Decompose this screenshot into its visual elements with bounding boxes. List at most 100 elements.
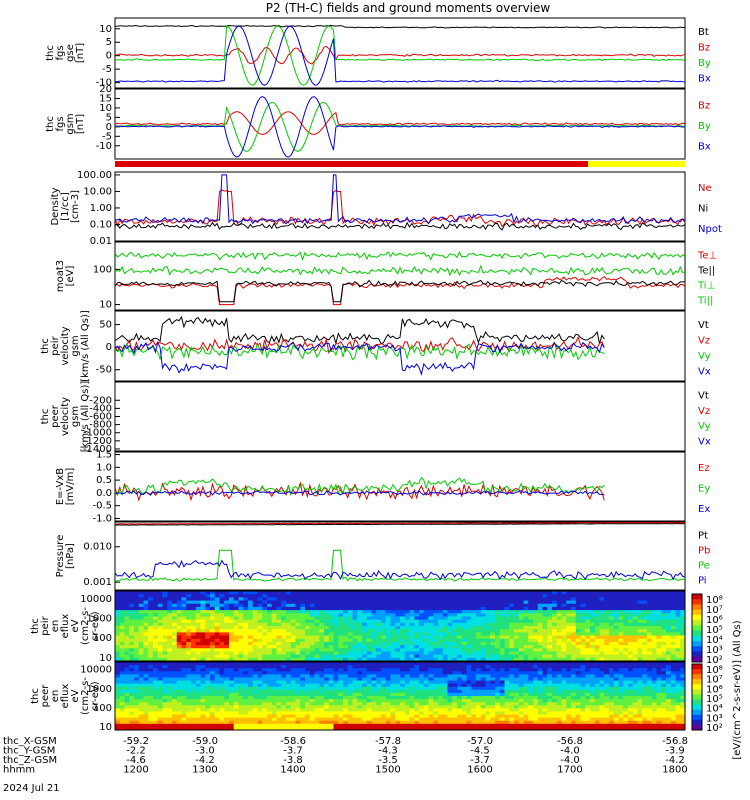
heatmap-cell	[409, 641, 415, 646]
heatmap-cell	[504, 677, 510, 682]
heatmap-cell	[191, 720, 197, 725]
heatmap-cell	[514, 686, 520, 691]
heatmap-cell	[452, 651, 458, 656]
heatmap-cell	[404, 708, 410, 712]
heatmap-cell	[347, 651, 353, 656]
panel-peer-vel: thc peer velocity gsm [km/s (All Qs)]-200-40…	[40, 381, 711, 455]
heatmap-cell	[457, 662, 463, 666]
heatmap-cell	[290, 665, 296, 669]
heatmap-cell	[419, 665, 425, 669]
heatmap-cell	[499, 674, 505, 678]
heatmap-cell	[547, 635, 553, 640]
heatmap-cell	[347, 597, 353, 602]
heatmap-cell	[518, 714, 524, 719]
heatmap-cell	[176, 648, 182, 652]
heatmap-cell	[414, 665, 420, 669]
heatmap-cell	[295, 600, 301, 605]
heatmap-cell	[423, 600, 429, 605]
heatmap-cell	[561, 671, 567, 675]
series-peir-vel-Vx	[114, 340, 605, 376]
heatmap-cell	[632, 613, 638, 617]
heatmap-cell	[485, 686, 491, 691]
heatmap-cell	[461, 641, 467, 646]
heatmap-cell	[404, 720, 410, 725]
heatmap-cell	[466, 616, 472, 621]
heatmap-cell	[618, 654, 624, 659]
heatmap-cell	[276, 600, 282, 605]
heatmap-cell	[575, 680, 581, 685]
heatmap-cell	[552, 668, 558, 672]
heatmap-cell	[395, 671, 401, 675]
heatmap-cell	[181, 702, 187, 706]
heatmap-cell	[229, 638, 235, 643]
heatmap-cell	[509, 635, 515, 640]
heatmap-cell	[191, 616, 197, 621]
heatmap-cell	[286, 674, 292, 678]
heatmap-cell	[476, 671, 482, 675]
heatmap-cell	[490, 591, 496, 595]
heatmap-cell	[115, 702, 121, 706]
heatmap-cell	[276, 692, 282, 697]
heatmap-cell	[471, 717, 477, 722]
heatmap-cell	[466, 632, 472, 637]
heatmap-cell	[542, 671, 548, 675]
heatmap-cell	[362, 651, 368, 656]
heatmap-cell	[452, 708, 458, 712]
heatmap-cell	[523, 708, 529, 712]
heatmap-cell	[438, 635, 444, 640]
heatmap-cell	[205, 665, 211, 669]
heatmap-cell	[628, 635, 634, 640]
heatmap-cell	[485, 645, 491, 649]
heatmap-cell	[243, 622, 249, 627]
heatmap-cell	[376, 708, 382, 712]
heatmap-cell	[290, 680, 296, 685]
heatmap-cell	[647, 600, 653, 605]
heatmap-cell	[566, 702, 572, 706]
heatmap-cell	[675, 594, 681, 598]
heatmap-cell	[675, 629, 681, 633]
heatmap-cell	[357, 662, 363, 666]
heatmap-cell	[371, 657, 377, 662]
heatmap-cell	[533, 645, 539, 649]
heatmap-cell	[537, 720, 543, 725]
heatmap-cell	[409, 635, 415, 640]
heatmap-cell	[438, 597, 444, 602]
heatmap-cell	[461, 632, 467, 637]
heatmap-cell	[172, 717, 178, 722]
heatmap-cell	[566, 606, 572, 611]
heatmap-cell	[248, 613, 254, 617]
heatmap-cell	[167, 696, 173, 700]
heatmap-cell	[129, 696, 135, 700]
heatmap-cell	[262, 619, 268, 624]
heatmap-cell	[172, 657, 178, 662]
heatmap-cell	[295, 702, 301, 706]
heatmap-cell	[343, 613, 349, 617]
heatmap-cell	[281, 597, 287, 602]
heatmap-cell	[305, 594, 311, 598]
panel-frame-temp	[114, 241, 686, 311]
heatmap-cell	[528, 689, 534, 694]
heatmap-cell	[423, 696, 429, 700]
heatmap-cell	[566, 717, 572, 722]
heatmap-cell	[333, 610, 339, 614]
heatmap-cell	[210, 648, 216, 652]
heatmap-cell	[571, 717, 577, 722]
heatmap-cell	[210, 657, 216, 662]
heatmap-cell	[433, 594, 439, 598]
heatmap-cell	[385, 692, 391, 697]
heatmap-cell	[229, 635, 235, 640]
heatmap-cell	[680, 600, 686, 605]
heatmap-cell	[138, 705, 144, 709]
heatmap-cell	[357, 692, 363, 697]
heatmap-cell	[533, 651, 539, 656]
heatmap-cell	[305, 629, 311, 633]
heatmap-cell	[400, 645, 406, 649]
heatmap-cell	[229, 696, 235, 700]
heatmap-cell	[162, 626, 168, 630]
heatmap-cell	[271, 674, 277, 678]
heatmap-cell	[390, 635, 396, 640]
heatmap-cell	[167, 662, 173, 666]
heatmap-cell	[195, 606, 201, 611]
y-axis-label: [km/s (All Qs)]	[80, 381, 91, 453]
heatmap-cell	[138, 680, 144, 685]
